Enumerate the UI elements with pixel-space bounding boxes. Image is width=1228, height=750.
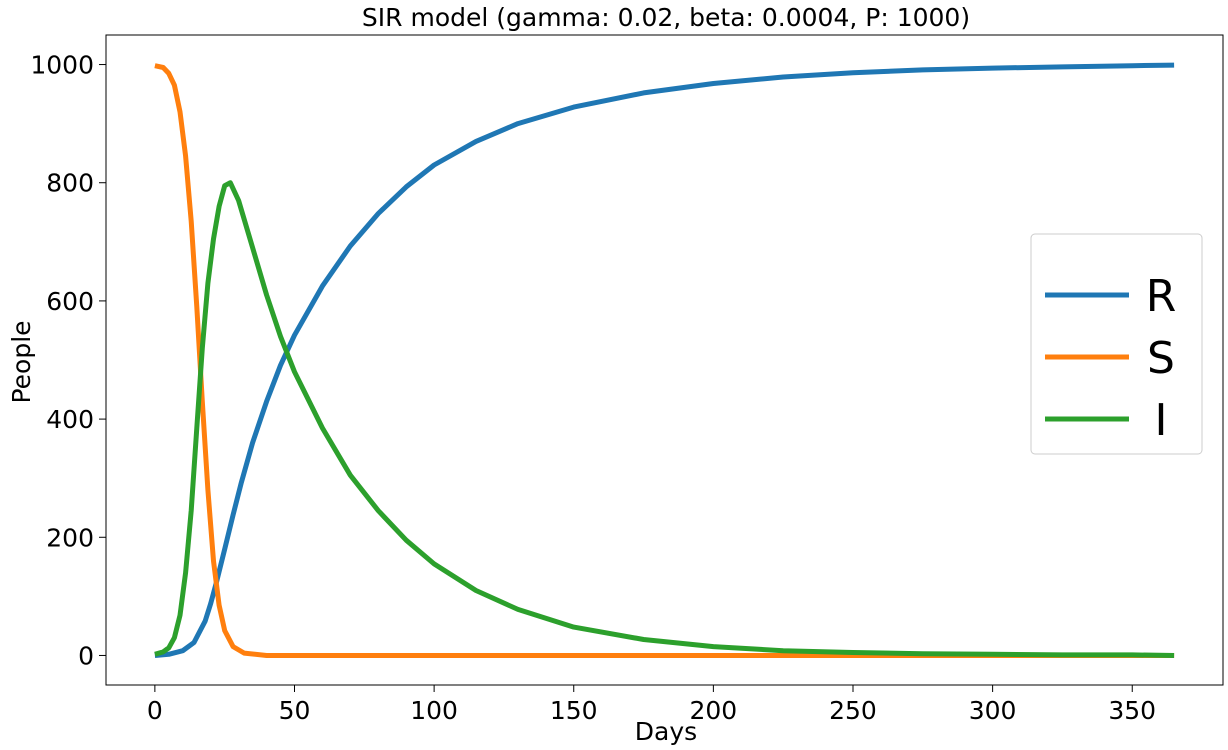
x-tick-label: 0: [147, 696, 163, 725]
x-axis-label: Days: [635, 717, 697, 746]
y-tick-label: 1000: [30, 51, 94, 80]
plot-lines: [154, 62, 1175, 658]
legend-label-s: S: [1147, 333, 1175, 384]
legend-label-i: I: [1155, 395, 1168, 446]
legend-box: [1030, 233, 1203, 455]
y-tick-label: 0: [78, 641, 94, 670]
chart-title: SIR model (gamma: 0.02, beta: 0.0004, P:…: [362, 3, 970, 32]
x-tick-label: 50: [279, 696, 311, 725]
x-tick-label: 150: [550, 696, 598, 725]
y-tick-label: 600: [46, 287, 94, 316]
y-tick-label: 800: [46, 169, 94, 198]
y-tick-label: 400: [46, 405, 94, 434]
series-line-s: [154, 63, 1175, 658]
series-line-i: [154, 180, 1175, 658]
x-tick-label: 300: [969, 696, 1017, 725]
y-tick-label: 200: [46, 523, 94, 552]
y-axis: 0 200 400 600 800 1000: [30, 51, 106, 670]
y-axis-label: People: [7, 320, 36, 403]
x-tick-label: 200: [690, 696, 738, 725]
legend-label-r: R: [1146, 271, 1177, 322]
x-tick-label: 250: [829, 696, 877, 725]
x-tick-label: 350: [1108, 696, 1156, 725]
x-axis: 0 50 100 150 200 250 300 350: [147, 685, 1156, 725]
legend: RSI: [1030, 233, 1203, 455]
series-line-r: [154, 62, 1175, 658]
plot-frame: [105, 34, 1224, 686]
x-tick-label: 100: [410, 696, 458, 725]
